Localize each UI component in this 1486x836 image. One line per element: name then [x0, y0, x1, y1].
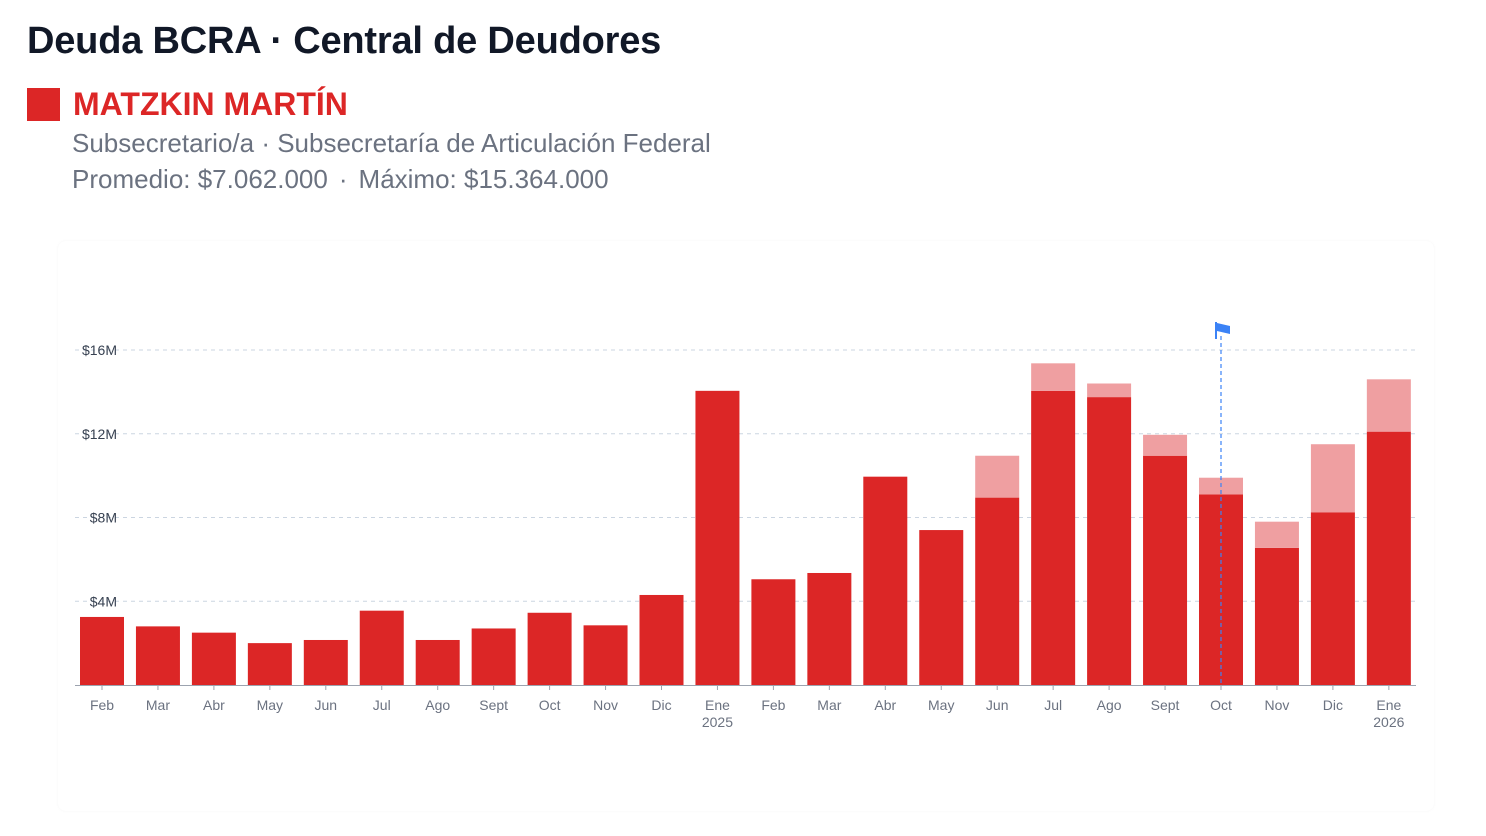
- bar-primary[interactable]: [863, 476, 908, 685]
- bar-primary[interactable]: [639, 594, 684, 685]
- y-tick-label: $8M: [90, 510, 117, 526]
- person-role: Subsecretario/a · Subsecretaría de Artic…: [72, 128, 711, 158]
- bar-primary[interactable]: [359, 610, 404, 685]
- x-tick-label: Nov: [1264, 697, 1289, 713]
- bar-primary[interactable]: [1087, 397, 1132, 685]
- x-tick-label: Jun: [315, 697, 338, 713]
- y-tick-label: $16M: [82, 342, 117, 358]
- legend-swatch: [27, 87, 60, 121]
- x-tick-label: Sept: [479, 697, 508, 713]
- x-tick-label: Ago: [1097, 697, 1122, 713]
- x-tick-label: Jul: [1044, 697, 1062, 713]
- y-tick-label: $12M: [82, 426, 117, 442]
- bar-primary[interactable]: [919, 530, 964, 685]
- bar-primary[interactable]: [191, 632, 236, 685]
- x-tick-label: Oct: [539, 697, 561, 713]
- person-name: MATZKIN MARTÍN: [73, 85, 348, 122]
- y-tick-label: $4M: [90, 593, 117, 609]
- bar-primary[interactable]: [80, 616, 124, 685]
- bar-primary[interactable]: [415, 639, 460, 685]
- x-tick-label: Ene: [705, 697, 730, 713]
- bar-primary[interactable]: [303, 639, 348, 685]
- x-tick-label: Dic: [1323, 697, 1343, 713]
- x-tick-label: Sept: [1151, 697, 1180, 713]
- bar-primary[interactable]: [1031, 390, 1076, 685]
- bar-primary[interactable]: [471, 628, 516, 685]
- x-tick-label: Abr: [874, 697, 896, 713]
- bar-primary[interactable]: [807, 572, 852, 685]
- bar-primary[interactable]: [695, 390, 740, 685]
- bar-primary[interactable]: [583, 625, 628, 685]
- bar-primary[interactable]: [135, 626, 180, 685]
- bar-primary[interactable]: [1254, 547, 1299, 685]
- x-tick-label: Mar: [146, 697, 170, 713]
- x-tick-label: May: [257, 697, 283, 713]
- debt-stats: Promedio: $7.062.000 · Máximo: $15.364.000: [72, 164, 609, 195]
- stats-separator: ·: [338, 164, 348, 194]
- bar-secondary[interactable]: [1087, 383, 1132, 398]
- person-header: MATZKIN MARTÍN: [27, 84, 348, 124]
- max-debt: Máximo: $15.364.000: [358, 164, 609, 194]
- bar-primary[interactable]: [751, 579, 796, 685]
- x-tick-label: Jul: [373, 697, 391, 713]
- average-debt: Promedio: $7.062.000: [72, 164, 328, 194]
- bar-primary[interactable]: [527, 612, 572, 685]
- axis-layer: $4M $8M $12M $16M Feb Mar Abr May Jun Jul Ago Sept O…: [75, 342, 1416, 730]
- bar-secondary[interactable]: [975, 455, 1020, 498]
- page-title: Deuda BCRA · Central de Deudores: [27, 20, 662, 62]
- x-tick-label: Jun: [986, 697, 1009, 713]
- x-tick-year-label: 2026: [1373, 714, 1404, 730]
- bar-secondary[interactable]: [1366, 379, 1411, 432]
- marker-layer: [1215, 322, 1230, 685]
- bar-secondary[interactable]: [1254, 521, 1299, 548]
- x-tick-label: Feb: [761, 697, 785, 713]
- x-tick-label: Ene: [1376, 697, 1401, 713]
- x-tick-label: Ago: [425, 697, 450, 713]
- x-tick-label: Nov: [593, 697, 618, 713]
- x-tick-year-label: 2025: [702, 714, 733, 730]
- x-tick-label: Abr: [203, 697, 225, 713]
- x-tick-label: Oct: [1210, 697, 1232, 713]
- bar-secondary[interactable]: [1031, 363, 1076, 391]
- x-tick-label: Feb: [90, 697, 114, 713]
- x-tick-label: May: [928, 697, 954, 713]
- x-tick-label: Dic: [651, 697, 671, 713]
- bar-primary[interactable]: [1310, 512, 1355, 685]
- bars-layer: [80, 363, 1411, 685]
- bar-secondary[interactable]: [1310, 444, 1355, 513]
- bar-primary[interactable]: [247, 643, 292, 685]
- bar-secondary[interactable]: [1143, 434, 1188, 456]
- x-tick-label: Mar: [817, 697, 841, 713]
- bar-primary[interactable]: [1366, 431, 1411, 685]
- flag-icon[interactable]: [1217, 323, 1230, 334]
- bar-primary[interactable]: [1143, 455, 1188, 685]
- bar-primary[interactable]: [975, 497, 1020, 685]
